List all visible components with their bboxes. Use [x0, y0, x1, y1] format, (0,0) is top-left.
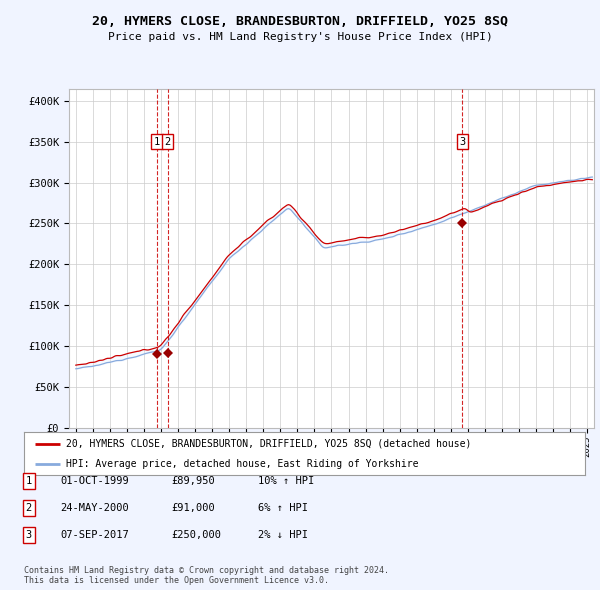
Text: 2: 2	[164, 137, 170, 147]
Text: 2: 2	[26, 503, 32, 513]
Text: Contains HM Land Registry data © Crown copyright and database right 2024.
This d: Contains HM Land Registry data © Crown c…	[24, 566, 389, 585]
Text: 07-SEP-2017: 07-SEP-2017	[60, 530, 129, 540]
Text: Price paid vs. HM Land Registry's House Price Index (HPI): Price paid vs. HM Land Registry's House …	[107, 32, 493, 42]
Text: 6% ↑ HPI: 6% ↑ HPI	[258, 503, 308, 513]
Text: 3: 3	[459, 137, 466, 147]
Text: 20, HYMERS CLOSE, BRANDESBURTON, DRIFFIELD, YO25 8SQ: 20, HYMERS CLOSE, BRANDESBURTON, DRIFFIE…	[92, 15, 508, 28]
Text: 24-MAY-2000: 24-MAY-2000	[60, 503, 129, 513]
Text: 1: 1	[26, 476, 32, 486]
Text: 01-OCT-1999: 01-OCT-1999	[60, 476, 129, 486]
Text: £91,000: £91,000	[171, 503, 215, 513]
Text: HPI: Average price, detached house, East Riding of Yorkshire: HPI: Average price, detached house, East…	[66, 460, 419, 469]
Text: 1: 1	[154, 137, 160, 147]
Text: £250,000: £250,000	[171, 530, 221, 540]
Text: 2% ↓ HPI: 2% ↓ HPI	[258, 530, 308, 540]
Text: £89,950: £89,950	[171, 476, 215, 486]
Text: 10% ↑ HPI: 10% ↑ HPI	[258, 476, 314, 486]
Text: 20, HYMERS CLOSE, BRANDESBURTON, DRIFFIELD, YO25 8SQ (detached house): 20, HYMERS CLOSE, BRANDESBURTON, DRIFFIE…	[66, 439, 472, 449]
Text: 3: 3	[26, 530, 32, 540]
